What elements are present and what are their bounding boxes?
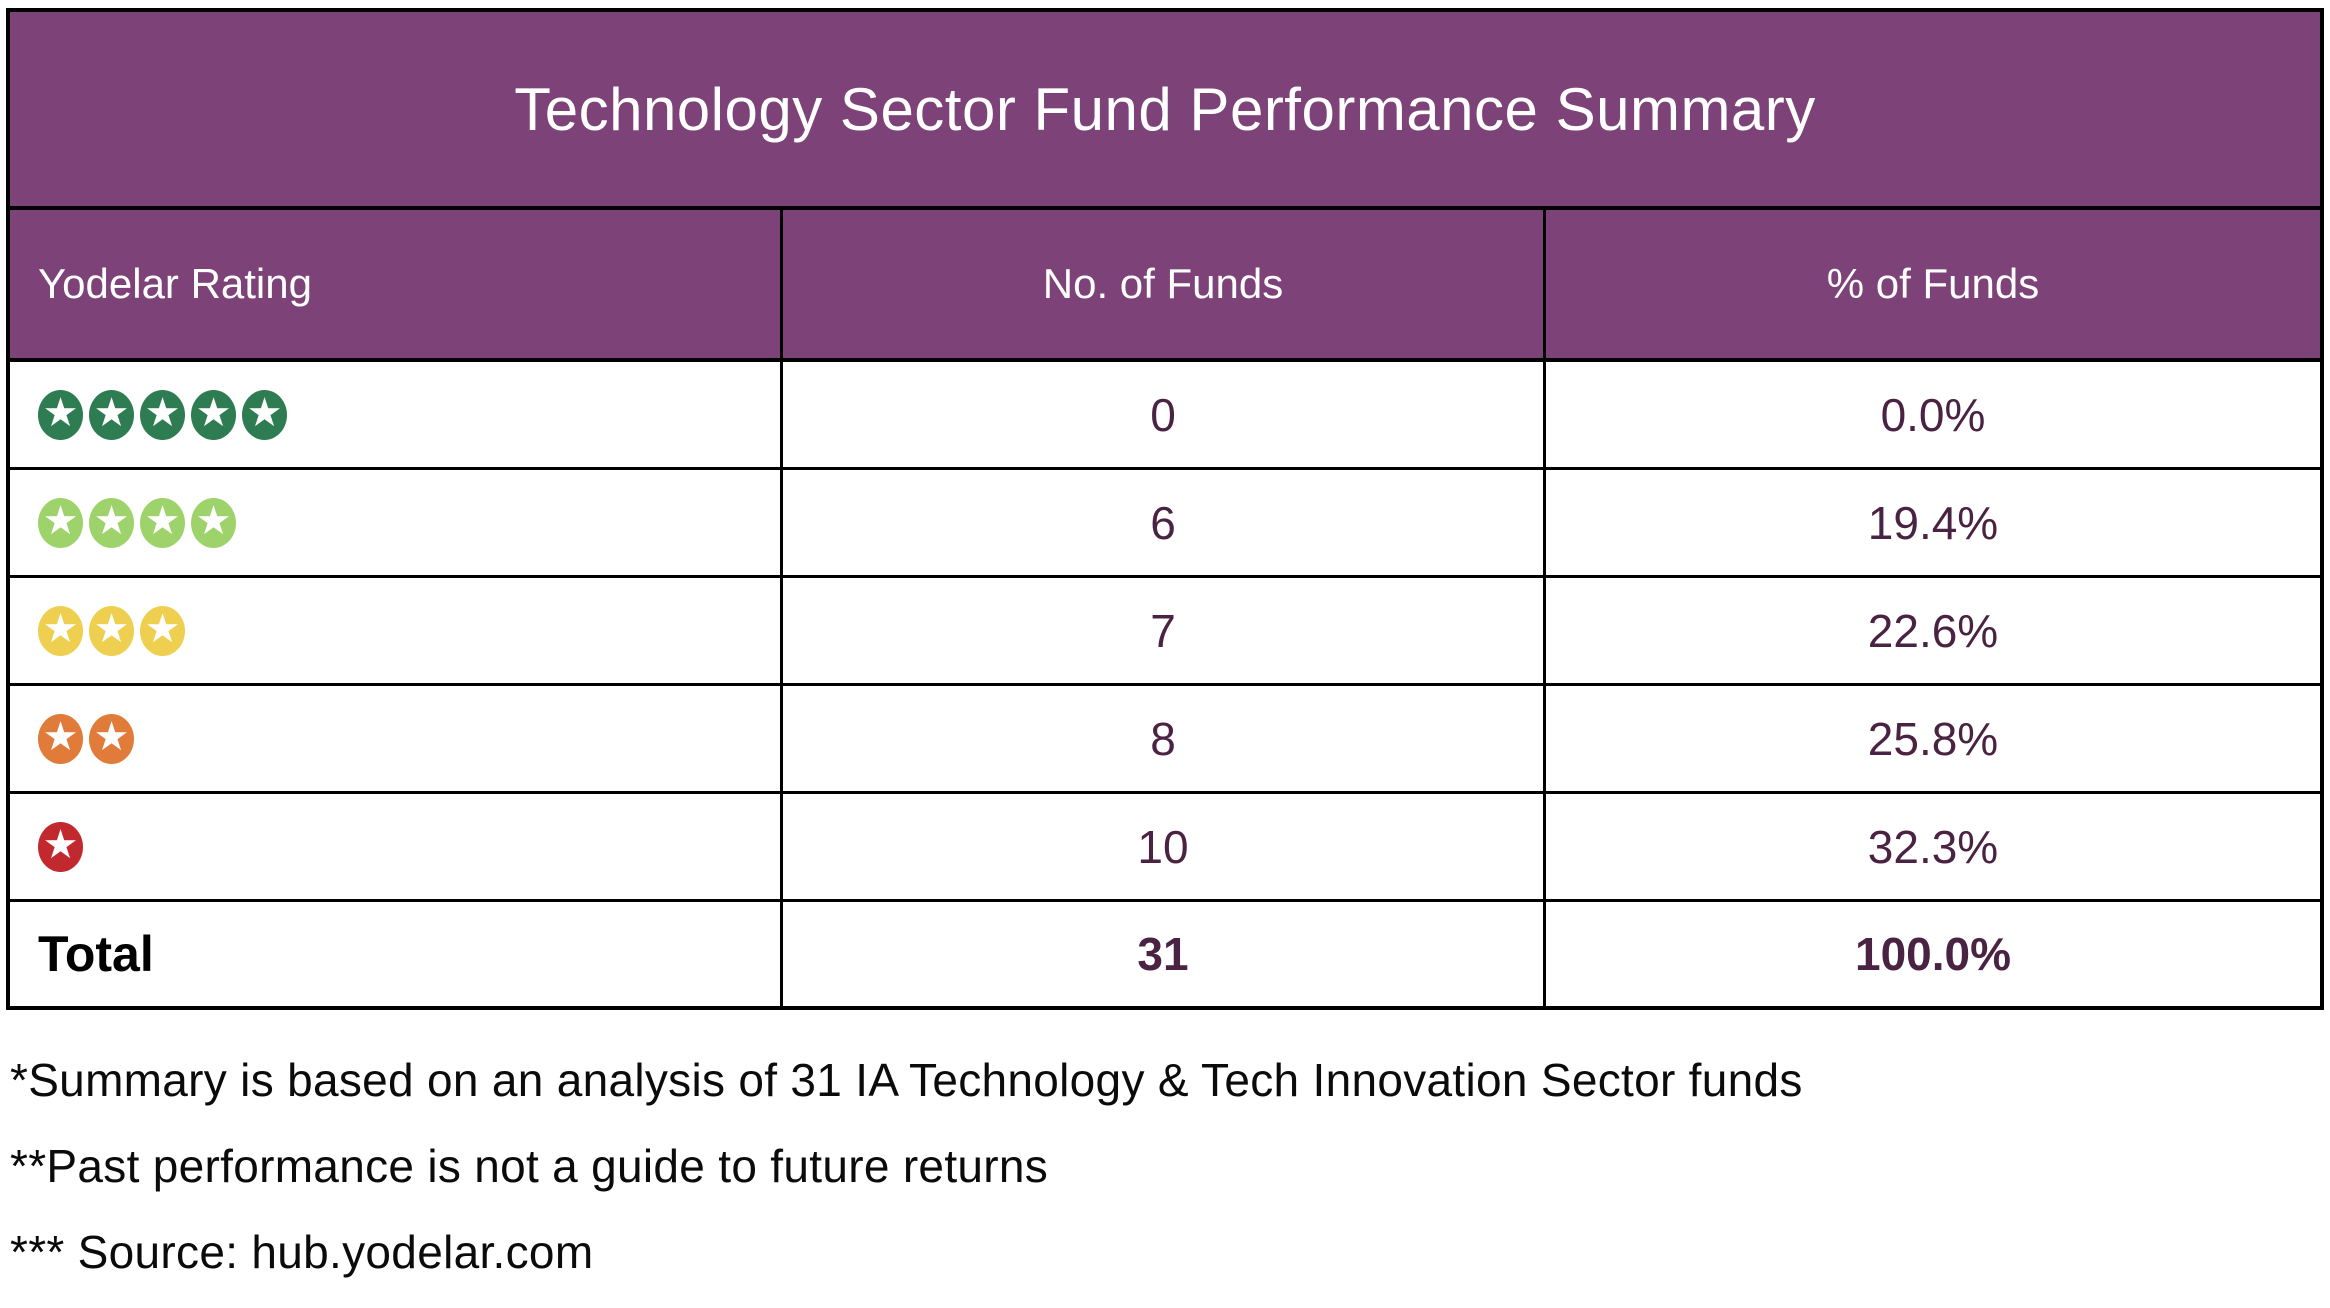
3-star-star-icon: ★ bbox=[38, 605, 83, 656]
4-star-star-icon: ★ bbox=[140, 497, 185, 548]
star-rating-4: ★ ★ ★ ★ bbox=[38, 497, 236, 548]
table-row-total: Total 31 100.0% bbox=[10, 902, 2320, 1006]
2-star-star-icon: ★ bbox=[89, 713, 134, 764]
rating-cell-4-star: ★ ★ ★ ★ bbox=[10, 470, 780, 575]
4-star-star-icon: ★ bbox=[191, 497, 236, 548]
star-rating-5: ★ ★ ★ ★ ★ bbox=[38, 389, 287, 440]
total-label-cell: Total bbox=[10, 902, 780, 1006]
table-row-5-star: ★ ★ ★ ★ ★ 0 0.0% bbox=[10, 362, 2320, 470]
funds-cell: 7 bbox=[780, 578, 1546, 683]
footnotes: *Summary is based on an analysis of 31 I… bbox=[10, 1054, 1803, 1308]
star-rating-3: ★ ★ ★ bbox=[38, 605, 185, 656]
footnote-source: *** Source: hub.yodelar.com bbox=[10, 1226, 594, 1278]
funds-cell: 6 bbox=[780, 470, 1546, 575]
pct-cell: 32.3% bbox=[1867, 820, 1999, 873]
table-header-row: Yodelar Rating No. of Funds % of Funds bbox=[10, 210, 2320, 362]
rating-cell-2-star: ★ ★ bbox=[10, 686, 780, 791]
total-funds-cell: 31 bbox=[780, 902, 1546, 1006]
5-star-star-icon: ★ bbox=[242, 389, 287, 440]
4-star-star-icon: ★ bbox=[38, 497, 83, 548]
column-header-no-of-funds: No. of Funds bbox=[780, 210, 1546, 358]
3-star-star-icon: ★ bbox=[140, 605, 185, 656]
funds-cell: 8 bbox=[780, 686, 1546, 791]
funds-cell: 10 bbox=[780, 794, 1546, 899]
5-star-star-icon: ★ bbox=[38, 389, 83, 440]
fund-performance-table: Technology Sector Fund Performance Summa… bbox=[6, 8, 2324, 1010]
5-star-star-icon: ★ bbox=[89, 389, 134, 440]
pct-cell: 25.8% bbox=[1867, 712, 1999, 765]
table-row-3-star: ★ ★ ★ 7 22.6% bbox=[10, 578, 2320, 686]
star-rating-1: ★ bbox=[38, 821, 83, 872]
total-label: Total bbox=[38, 926, 154, 982]
page-title: Technology Sector Fund Performance Summa… bbox=[514, 75, 1816, 143]
table-row-1-star: ★ 10 32.3% bbox=[10, 794, 2320, 902]
1-star-star-icon: ★ bbox=[38, 821, 83, 872]
title-bar: Technology Sector Fund Performance Summa… bbox=[10, 12, 2320, 210]
rating-cell-5-star: ★ ★ ★ ★ ★ bbox=[10, 362, 780, 467]
rating-cell-1-star: ★ bbox=[10, 794, 780, 899]
table-row-2-star: ★ ★ 8 25.8% bbox=[10, 686, 2320, 794]
3-star-star-icon: ★ bbox=[89, 605, 134, 656]
pct-cell: 19.4% bbox=[1867, 496, 1999, 549]
4-star-star-icon: ★ bbox=[89, 497, 134, 548]
funds-cell: 0 bbox=[780, 362, 1546, 467]
column-header-yodelar-rating: Yodelar Rating bbox=[38, 260, 312, 307]
pct-cell: 0.0% bbox=[1880, 388, 1986, 441]
2-star-star-icon: ★ bbox=[38, 713, 83, 764]
rating-cell-3-star: ★ ★ ★ bbox=[10, 578, 780, 683]
5-star-star-icon: ★ bbox=[140, 389, 185, 440]
star-rating-2: ★ ★ bbox=[38, 713, 134, 764]
pct-cell: 22.6% bbox=[1867, 604, 1999, 657]
footnote-summary: *Summary is based on an analysis of 31 I… bbox=[10, 1054, 1803, 1106]
5-star-star-icon: ★ bbox=[191, 389, 236, 440]
column-header-pct-of-funds: % of Funds bbox=[1826, 260, 2040, 307]
table-row-4-star: ★ ★ ★ ★ 6 19.4% bbox=[10, 470, 2320, 578]
footnote-past-performance: **Past performance is not a guide to fut… bbox=[10, 1140, 1049, 1192]
total-pct-cell: 100.0% bbox=[1854, 928, 2011, 980]
